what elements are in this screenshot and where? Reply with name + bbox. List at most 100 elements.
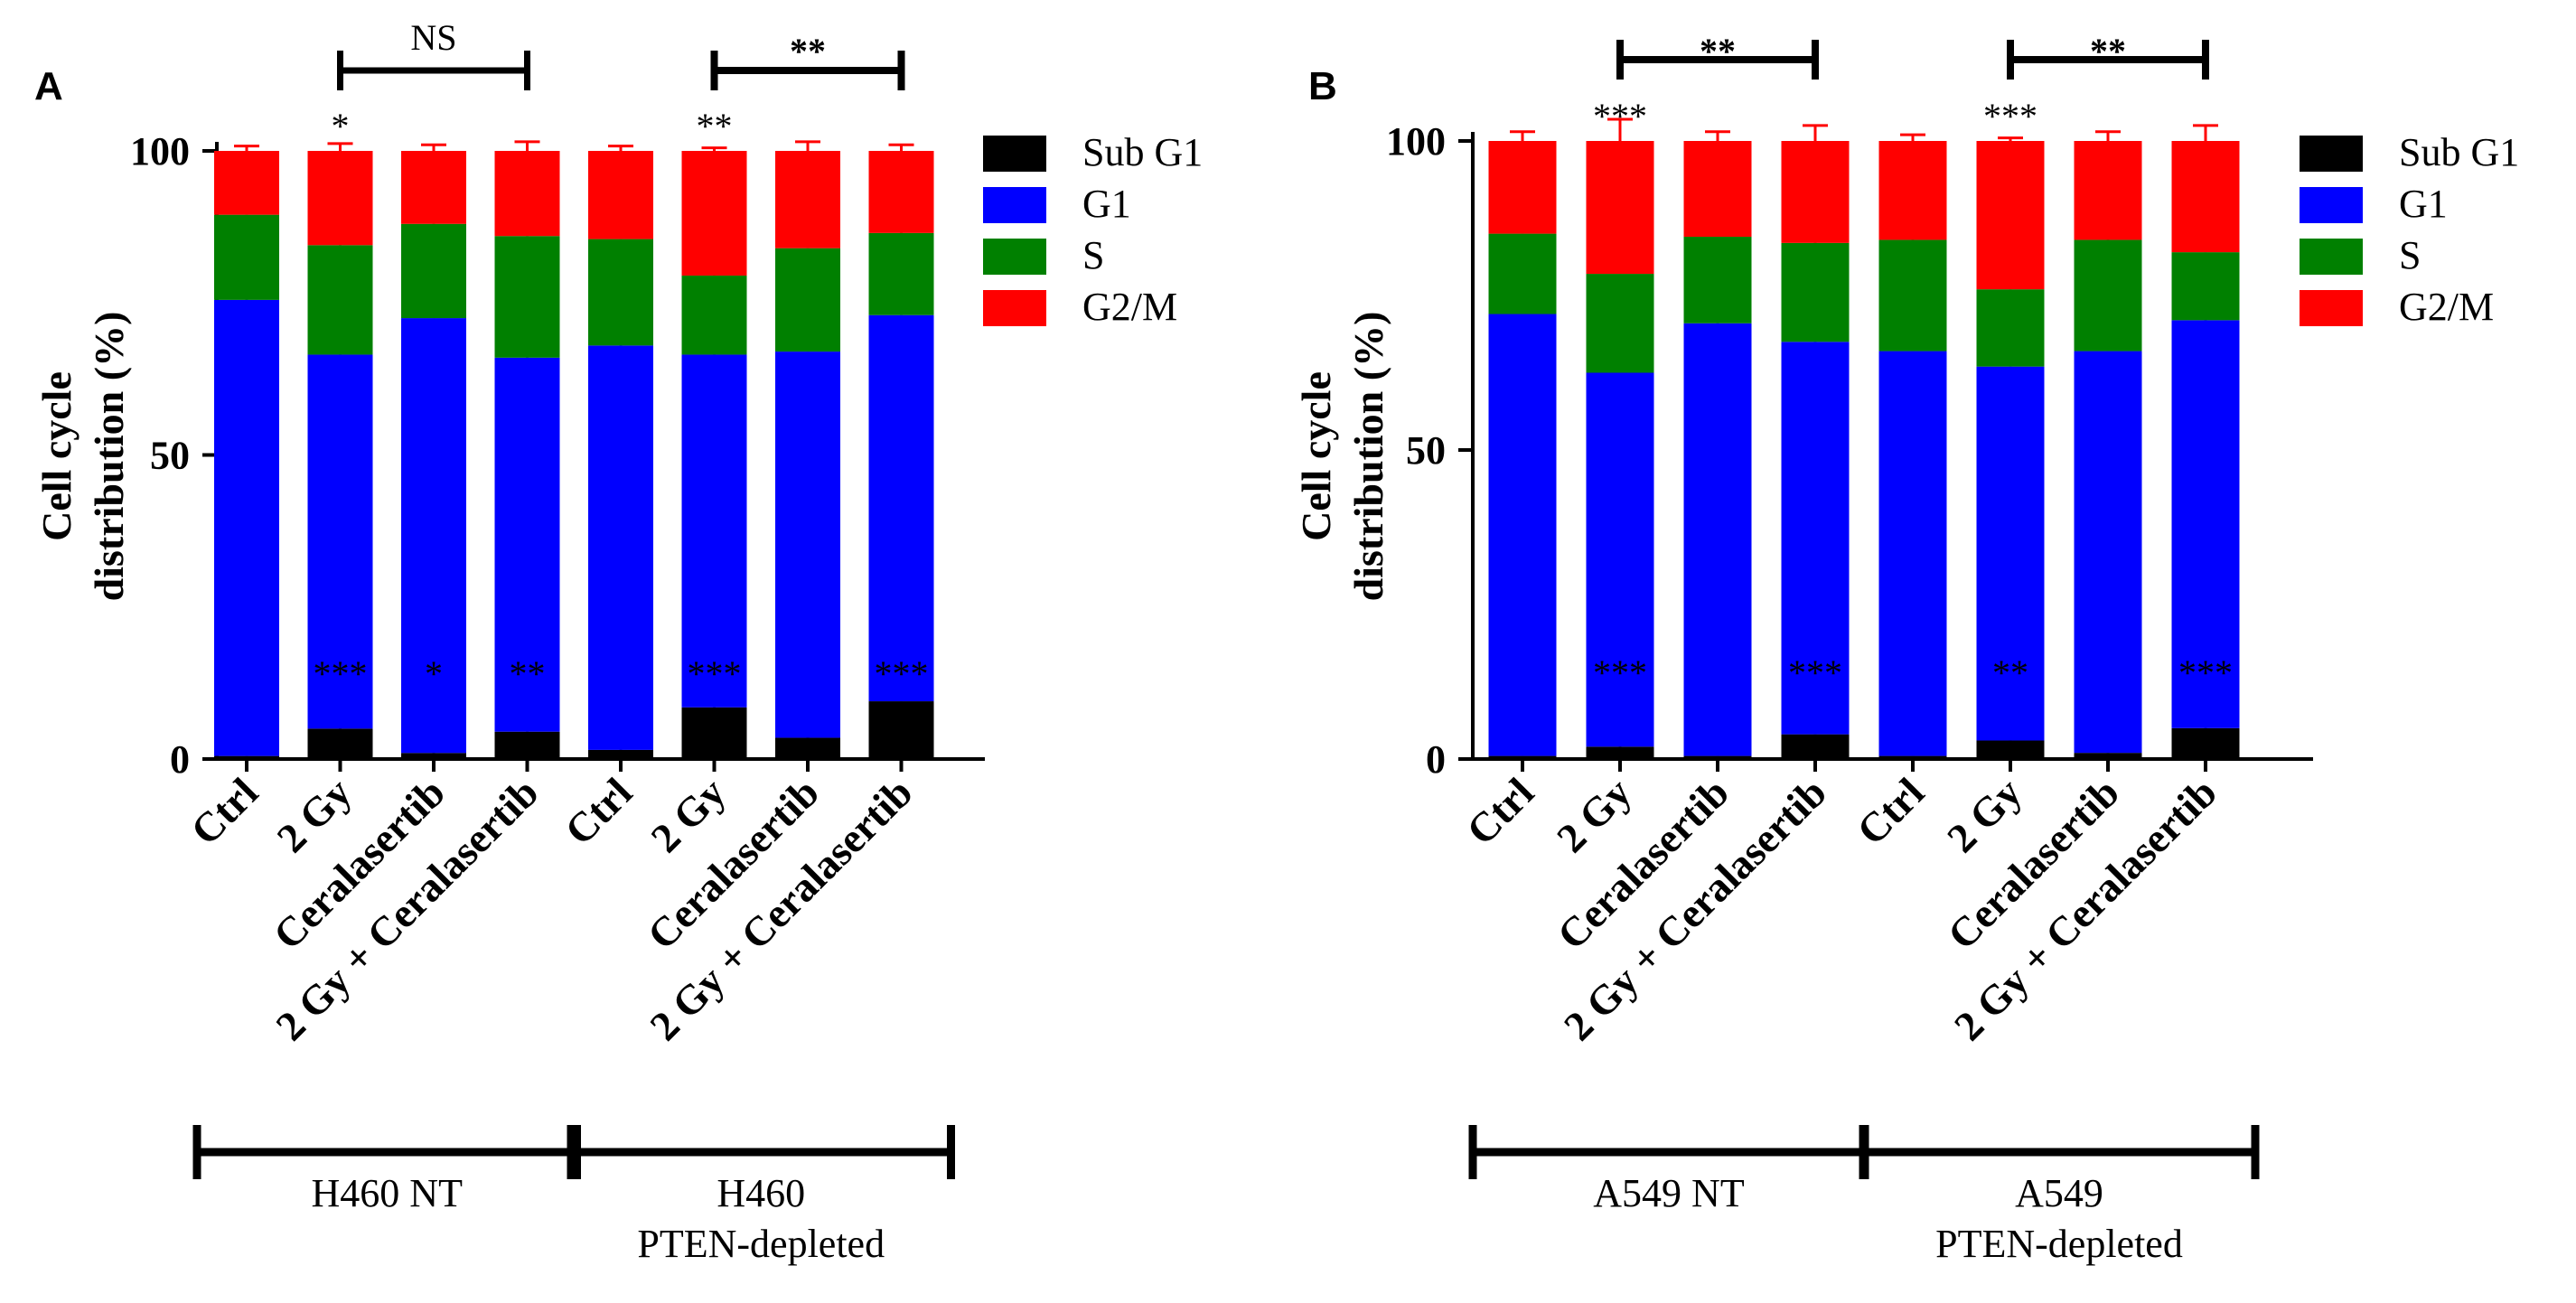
bar-segment-g1 bbox=[1683, 323, 1752, 756]
significance-bottom: *** bbox=[875, 653, 929, 694]
significance-bottom: *** bbox=[2178, 652, 2233, 693]
bar-segment-s bbox=[1781, 242, 1850, 342]
significance-top: * bbox=[332, 106, 350, 146]
legend-swatch-g1 bbox=[983, 187, 1046, 223]
legend-label: Sub G1 bbox=[1082, 130, 1203, 174]
bar-segment-s bbox=[2171, 252, 2240, 321]
bar-segment-sub-g1 bbox=[1683, 755, 1752, 759]
significance-bottom: *** bbox=[1788, 652, 1842, 693]
bar-segment-g1 bbox=[775, 352, 840, 738]
y-axis-label: Cell cycle distribution (%) bbox=[33, 312, 132, 602]
group-label: H460 NT bbox=[312, 1171, 464, 1215]
bar-segment-g1 bbox=[2171, 320, 2240, 728]
bar-segment-sub-g1 bbox=[401, 753, 466, 759]
significance-bottom: *** bbox=[1593, 652, 1647, 693]
bar-segment-sub-g1 bbox=[2171, 727, 2240, 759]
legend-label: Sub G1 bbox=[2399, 130, 2519, 174]
significance-bottom: * bbox=[425, 653, 443, 694]
bar-segment-g1 bbox=[1781, 342, 1850, 735]
y-tick-label: 0 bbox=[170, 737, 190, 782]
bar-segment-s bbox=[2074, 239, 2142, 352]
y-tick-label: 50 bbox=[150, 434, 190, 478]
bar-segment-sub-g1 bbox=[681, 707, 747, 759]
bar-segment-s bbox=[1488, 233, 1557, 314]
bar-segment-g2-m bbox=[775, 151, 840, 248]
group-label: PTEN-depleted bbox=[637, 1222, 885, 1266]
bar-segment-s bbox=[1683, 237, 1752, 323]
bar-segment-g1 bbox=[1976, 366, 2045, 741]
significance-bottom: ** bbox=[1992, 652, 2028, 693]
bar-segment-g1 bbox=[214, 299, 279, 756]
bar-segment-sub-g1 bbox=[1586, 746, 1654, 759]
bar-segment-g2-m bbox=[214, 151, 279, 215]
x-tick-label: Ctrl bbox=[1848, 769, 1933, 854]
bar-segment-g1 bbox=[494, 357, 560, 732]
significance-bottom: ** bbox=[510, 653, 546, 694]
bar-segment-g2-m bbox=[401, 151, 466, 224]
significance-bottom: *** bbox=[314, 653, 368, 694]
bar-segment-g1 bbox=[401, 318, 466, 754]
bar-segment-s bbox=[868, 232, 934, 315]
bar-segment-sub-g1 bbox=[1781, 734, 1850, 759]
y-axis-label-line: Cell cycle bbox=[33, 371, 80, 541]
legend-swatch-sub-g1 bbox=[983, 136, 1046, 172]
y-tick-label: 100 bbox=[1386, 119, 1446, 164]
significance-bottom: *** bbox=[688, 653, 742, 694]
bar-segment-s bbox=[214, 214, 279, 300]
bar-segment-sub-g1 bbox=[307, 728, 373, 759]
bar-segment-sub-g1 bbox=[2074, 753, 2142, 759]
legend-swatch-s bbox=[983, 239, 1046, 275]
bar-segment-g1 bbox=[588, 345, 653, 750]
bar-segment-g1 bbox=[681, 354, 747, 708]
legend-swatch-s bbox=[2300, 239, 2363, 275]
y-axis-label-line: Cell cycle bbox=[1293, 371, 1339, 541]
bar-segment-g1 bbox=[307, 354, 373, 729]
bar-segment-g2-m bbox=[1976, 141, 2045, 290]
bar-segment-g2-m bbox=[1488, 141, 1557, 234]
comparison-label: NS bbox=[410, 17, 456, 58]
bar-segment-g1 bbox=[1488, 314, 1557, 756]
bar-segment-g1 bbox=[868, 314, 934, 702]
bar-segment-s bbox=[307, 245, 373, 355]
y-axis-label-line: distribution (%) bbox=[1345, 312, 1391, 602]
bar-segment-sub-g1 bbox=[494, 731, 560, 759]
legend-label: G2/M bbox=[2399, 285, 2494, 329]
y-axis-label-line: distribution (%) bbox=[86, 312, 132, 602]
bar-segment-s bbox=[401, 223, 466, 319]
bar-segment-g2-m bbox=[588, 151, 653, 239]
bar-segment-g2-m bbox=[1586, 141, 1654, 275]
legend-label: G1 bbox=[2399, 182, 2448, 226]
bar-segment-sub-g1 bbox=[1488, 755, 1557, 759]
bar-segment-s bbox=[494, 236, 560, 358]
bar-segment-s bbox=[1878, 239, 1947, 352]
group-label: A549 bbox=[2015, 1171, 2103, 1215]
legend-swatch-g2-m bbox=[983, 290, 1046, 326]
legend-label: G2/M bbox=[1082, 285, 1177, 329]
bar-segment-g2-m bbox=[681, 151, 747, 276]
legend-swatch-sub-g1 bbox=[2300, 136, 2363, 172]
bar-segment-g2-m bbox=[1878, 141, 1947, 240]
panel-letter: A bbox=[34, 64, 63, 108]
significance-top: ** bbox=[697, 106, 733, 146]
bar-segment-g1 bbox=[2074, 351, 2142, 754]
bar-segment-sub-g1 bbox=[214, 755, 279, 759]
bar-segment-sub-g1 bbox=[1878, 755, 1947, 759]
comparison-label: ** bbox=[1700, 31, 1736, 71]
y-tick-label: 50 bbox=[1406, 428, 1446, 473]
legend-label: S bbox=[2399, 233, 2421, 277]
bar-segment-s bbox=[1976, 289, 2045, 367]
legend-swatch-g2-m bbox=[2300, 290, 2363, 326]
bar-segment-sub-g1 bbox=[588, 749, 653, 759]
group-label: PTEN-depleted bbox=[1935, 1222, 2183, 1266]
legend-label: S bbox=[1082, 233, 1104, 277]
significance-top: *** bbox=[1983, 96, 2037, 136]
bar-segment-g1 bbox=[1586, 372, 1654, 747]
bar-segment-sub-g1 bbox=[775, 737, 840, 759]
bar-segment-s bbox=[775, 248, 840, 352]
group-label: A549 NT bbox=[1593, 1171, 1745, 1215]
y-tick-label: 100 bbox=[130, 129, 190, 173]
